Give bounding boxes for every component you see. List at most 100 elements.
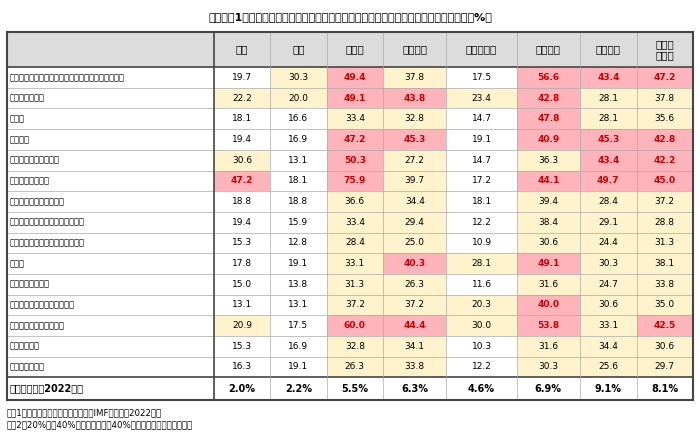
Bar	[7, 32, 214, 67]
Text: 45.3: 45.3	[597, 135, 620, 144]
Bar	[580, 88, 636, 109]
Text: 47.2: 47.2	[654, 73, 676, 82]
Bar	[447, 315, 517, 336]
Text: 49.4: 49.4	[344, 73, 366, 82]
Bar	[327, 109, 383, 129]
Bar	[214, 232, 270, 253]
Text: 東京: 東京	[236, 45, 248, 55]
Bar	[636, 295, 693, 315]
Text: （注2）20%以上40%未満を黄色で、40%以上を赤でハイライトした: （注2）20%以上40%未満を黄色で、40%以上を赤でハイライトした	[7, 420, 193, 429]
Bar	[214, 357, 270, 377]
Text: 28.4: 28.4	[598, 197, 618, 206]
Bar	[517, 377, 580, 400]
Bar	[636, 170, 693, 191]
Text: 17.8: 17.8	[232, 259, 252, 268]
Bar	[270, 253, 327, 274]
Bar	[517, 274, 580, 295]
Bar	[327, 212, 383, 232]
Bar	[214, 212, 270, 232]
Text: 37.8: 37.8	[405, 73, 425, 82]
Text: 31.6: 31.6	[538, 342, 559, 351]
Text: 26.3: 26.3	[405, 280, 425, 289]
Text: 31.3: 31.3	[345, 280, 365, 289]
Text: 27.2: 27.2	[405, 156, 425, 164]
Text: 47.2: 47.2	[231, 177, 253, 186]
Bar	[270, 336, 327, 357]
Bar	[636, 274, 693, 295]
Bar	[7, 336, 214, 357]
Bar	[383, 150, 447, 170]
Bar	[636, 253, 693, 274]
Bar	[383, 191, 447, 212]
Text: 20.3: 20.3	[472, 300, 491, 309]
Bar	[580, 109, 636, 129]
Text: 19.1: 19.1	[472, 135, 491, 144]
Text: 34.1: 34.1	[405, 342, 425, 351]
Bar	[517, 253, 580, 274]
Text: 47.2: 47.2	[344, 135, 366, 144]
Bar	[580, 67, 636, 88]
Text: 35.6: 35.6	[654, 114, 675, 123]
Text: 38.1: 38.1	[654, 259, 675, 268]
Bar	[383, 357, 447, 377]
Bar	[327, 357, 383, 377]
Bar	[636, 232, 693, 253]
Text: 図表１　1年前と比べた商品価格の上昇（「非常に上がっている」と回答した人の比率、%）: 図表１ 1年前と比べた商品価格の上昇（「非常に上がっている」と回答した人の比率、…	[208, 12, 492, 22]
Bar	[383, 315, 447, 336]
Bar	[447, 150, 517, 170]
Text: 33.1: 33.1	[345, 259, 365, 268]
Bar	[270, 150, 327, 170]
Text: 宝飾品: 宝飾品	[10, 259, 25, 268]
Text: 29.1: 29.1	[598, 218, 618, 227]
Text: 45.3: 45.3	[404, 135, 426, 144]
Bar	[447, 191, 517, 212]
Text: 化粧品: 化粧品	[10, 114, 25, 123]
Bar	[270, 274, 327, 295]
Bar	[580, 357, 636, 377]
Bar	[327, 170, 383, 191]
Bar	[270, 88, 327, 109]
Text: 49.1: 49.1	[537, 259, 559, 268]
Bar	[7, 32, 693, 400]
Bar	[580, 274, 636, 295]
Bar	[7, 150, 214, 170]
Bar	[7, 191, 214, 212]
Text: 28.8: 28.8	[654, 218, 675, 227]
Text: オタク・グッズ: オタク・グッズ	[10, 363, 45, 371]
Text: 13.1: 13.1	[232, 300, 252, 309]
Text: 47.8: 47.8	[537, 114, 559, 123]
Bar	[270, 129, 327, 150]
Text: 30.0: 30.0	[472, 321, 491, 330]
Bar	[580, 232, 636, 253]
Bar	[517, 357, 580, 377]
Text: ソウル: ソウル	[345, 45, 364, 55]
Text: 18.8: 18.8	[232, 197, 252, 206]
Text: 28.1: 28.1	[472, 259, 491, 268]
Text: 9.1%: 9.1%	[595, 384, 622, 394]
Text: 32.8: 32.8	[345, 342, 365, 351]
Bar	[383, 109, 447, 129]
Text: 32.8: 32.8	[405, 114, 425, 123]
Text: 8.1%: 8.1%	[651, 384, 678, 394]
Text: 33.4: 33.4	[345, 114, 365, 123]
Bar	[214, 295, 270, 315]
Bar	[214, 150, 270, 170]
Text: 16.3: 16.3	[232, 363, 252, 371]
Bar	[383, 336, 447, 357]
Text: 13.1: 13.1	[288, 300, 309, 309]
Text: 13.8: 13.8	[288, 280, 309, 289]
Bar	[327, 232, 383, 253]
Bar	[447, 357, 517, 377]
Text: 16.9: 16.9	[288, 342, 309, 351]
Text: 33.1: 33.1	[598, 321, 618, 330]
Text: 33.4: 33.4	[345, 218, 365, 227]
Bar	[636, 150, 693, 170]
Text: 15.3: 15.3	[232, 342, 252, 351]
Bar	[214, 377, 270, 400]
Bar	[447, 336, 517, 357]
Text: 17.5: 17.5	[472, 73, 491, 82]
Text: 30.3: 30.3	[288, 73, 309, 82]
Text: 16.6: 16.6	[288, 114, 309, 123]
Bar	[270, 357, 327, 377]
Text: 43.4: 43.4	[597, 73, 620, 82]
